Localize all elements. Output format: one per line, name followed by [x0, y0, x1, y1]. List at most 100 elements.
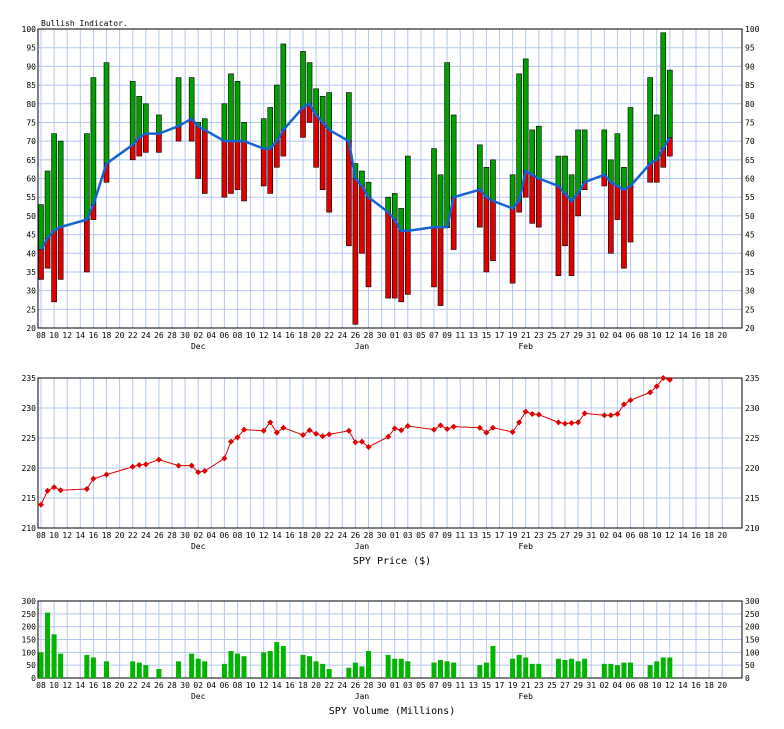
volume-bar	[300, 654, 306, 678]
bullish-low-bar	[431, 226, 437, 288]
price-point	[136, 462, 143, 468]
bullish-low-bar	[653, 159, 660, 183]
bullish-high-bar	[129, 81, 136, 146]
volume-bar	[536, 663, 542, 678]
price-point	[404, 423, 411, 429]
volume-bar	[38, 652, 44, 678]
bullish-xtick-label: 28	[167, 331, 177, 340]
volume-bar	[562, 660, 568, 678]
bullish-xtick-label: 25	[547, 331, 557, 340]
volume-xtick-label: 21	[521, 681, 531, 690]
bullish-high-bar	[621, 166, 627, 191]
volume-bar	[490, 645, 496, 678]
price-point	[653, 383, 660, 390]
price-month-label: Jan	[355, 542, 370, 551]
bullish-low-bar	[300, 107, 306, 138]
bullish-low-bar	[221, 140, 228, 198]
bullish-high-bar	[306, 62, 313, 105]
bullish-ytick-right: 80	[745, 100, 755, 109]
bullish-ytick-right: 40	[745, 249, 755, 258]
bullish-low-bar	[562, 193, 568, 247]
volume-month-label: Jan	[355, 692, 370, 701]
price-point	[188, 462, 195, 469]
bullish-ytick-right: 25	[745, 305, 755, 314]
bullish-xtick-label: 14	[272, 331, 282, 340]
price-ytick-right: 225	[745, 434, 760, 443]
price-point	[313, 430, 320, 437]
price-xtick-label: 14	[678, 531, 688, 540]
bullish-high-bar	[647, 77, 653, 164]
price-ytick-left: 235	[22, 374, 37, 383]
bullish-high-bar	[326, 92, 333, 131]
bullish-low-bar	[359, 185, 365, 254]
bullish-high-bar	[175, 77, 182, 127]
bullish-indicator-title: Bullish Indicator.	[41, 19, 128, 28]
price-point	[620, 401, 627, 408]
price-point	[227, 438, 234, 445]
bullish-high-bar	[450, 114, 457, 198]
price-point	[273, 429, 280, 436]
volume-xtick-label: 25	[547, 681, 557, 690]
volume-xtick-label: 22	[128, 681, 138, 690]
bullish-low-bar	[385, 211, 391, 299]
price-xtick-label: 26	[154, 531, 164, 540]
bullish-low-bar	[228, 140, 234, 194]
price-xtick-label: 31	[586, 531, 596, 540]
price-xtick-label: 16	[89, 531, 99, 540]
volume-xtick-label: 06	[626, 681, 636, 690]
bullish-low-bar	[437, 226, 444, 306]
volume-xtick-label: 31	[586, 681, 596, 690]
volume-bar	[385, 654, 391, 678]
price-point	[175, 462, 182, 469]
price-point	[444, 426, 451, 432]
bullish-xtick-label: 30	[377, 331, 387, 340]
volume-bar	[90, 657, 96, 678]
bullish-ytick-left: 35	[26, 268, 36, 277]
volume-bar	[483, 662, 489, 678]
volume-ytick-right: 150	[745, 636, 760, 645]
bullish-xtick-label: 02	[193, 331, 203, 340]
price-point	[529, 411, 536, 417]
bullish-indicator-panel: 20 20 25 25 30 30 35 35 40 40 45 45 50 50 55 55 60 60 65 65…	[22, 25, 760, 351]
bullish-xtick-label: 24	[141, 331, 151, 340]
price-point	[555, 419, 562, 426]
volume-xtick-label: 18	[102, 681, 112, 690]
volume-ytick-left: 250	[22, 610, 37, 619]
bullish-ytick-right: 95	[745, 44, 755, 53]
bullish-ytick-left: 55	[26, 193, 36, 202]
price-xtick-label: 28	[364, 531, 374, 540]
volume-xtick-label: 14	[75, 681, 85, 690]
bullish-ytick-left: 45	[26, 231, 36, 240]
volume-ytick-left: 50	[26, 661, 36, 670]
volume-bar	[156, 669, 162, 678]
price-xtick-label: 30	[377, 531, 387, 540]
price-xtick-label: 18	[704, 531, 714, 540]
price-point	[51, 484, 58, 491]
volume-bar	[451, 662, 457, 678]
bullish-low-bar	[241, 140, 247, 202]
volume-xtick-label: 18	[298, 681, 308, 690]
bullish-high-bar	[156, 114, 162, 134]
volume-bar	[366, 651, 371, 678]
bullish-average-line	[39, 102, 671, 251]
bullish-low-bar	[201, 129, 208, 194]
price-point	[129, 463, 136, 470]
price-point	[398, 427, 405, 434]
price-xtick-label: 28	[167, 531, 177, 540]
price-ytick-left: 210	[22, 524, 37, 533]
bullish-xtick-label: 29	[573, 331, 583, 340]
bullish-low-bar	[509, 208, 516, 284]
volume-month-label: Feb	[518, 692, 533, 701]
volume-xtick-label: 05	[416, 681, 426, 690]
bullish-ytick-left: 60	[26, 175, 36, 184]
bullish-low-bar	[398, 230, 405, 303]
price-xtick-label: 04	[206, 531, 216, 540]
bullish-xtick-label: 27	[560, 331, 570, 340]
volume-xtick-label: 12	[62, 681, 72, 690]
bullish-ytick-left: 20	[26, 324, 36, 333]
price-xtick-label: 11	[455, 531, 465, 540]
bullish-low-bar	[326, 129, 333, 213]
volume-xtick-label: 12	[665, 681, 675, 690]
bullish-ytick-left: 85	[26, 81, 36, 90]
volume-bar	[660, 657, 666, 678]
